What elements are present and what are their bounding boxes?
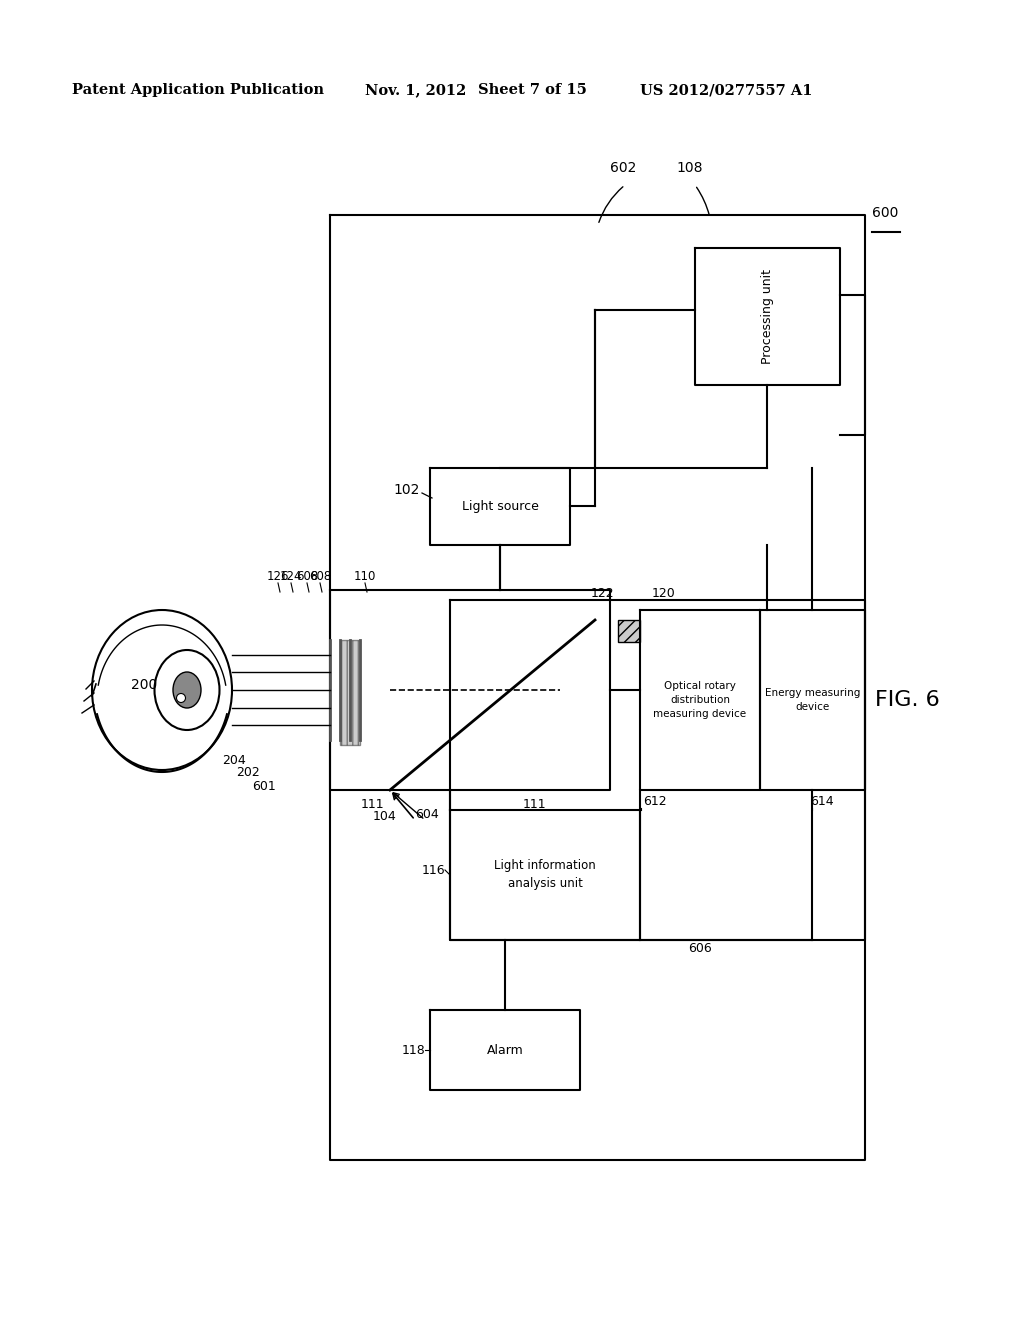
Polygon shape bbox=[340, 640, 360, 744]
Text: 118: 118 bbox=[401, 1044, 425, 1056]
Text: 606: 606 bbox=[688, 942, 712, 954]
Text: 608: 608 bbox=[296, 570, 318, 583]
Text: Energy measuring
device: Energy measuring device bbox=[765, 688, 860, 711]
Text: 200: 200 bbox=[131, 678, 157, 692]
Text: 122: 122 bbox=[591, 587, 614, 601]
Text: 608: 608 bbox=[309, 570, 331, 583]
Text: 614: 614 bbox=[810, 795, 834, 808]
Text: 612: 612 bbox=[643, 795, 667, 808]
Text: 602: 602 bbox=[610, 161, 636, 176]
Text: 600: 600 bbox=[872, 206, 898, 220]
Text: 108: 108 bbox=[677, 161, 703, 176]
Text: 124: 124 bbox=[280, 570, 302, 583]
Ellipse shape bbox=[176, 693, 185, 702]
Text: Sheet 7 of 15: Sheet 7 of 15 bbox=[478, 83, 587, 96]
Text: 202: 202 bbox=[236, 767, 260, 780]
Text: 104: 104 bbox=[373, 810, 397, 822]
Text: Alarm: Alarm bbox=[486, 1044, 523, 1056]
Ellipse shape bbox=[155, 649, 219, 730]
Text: 601: 601 bbox=[252, 780, 275, 793]
Text: Processing unit: Processing unit bbox=[761, 269, 774, 364]
Text: 120: 120 bbox=[652, 587, 676, 601]
Text: 111: 111 bbox=[360, 799, 384, 810]
Text: FIG. 6: FIG. 6 bbox=[874, 690, 940, 710]
Ellipse shape bbox=[173, 672, 201, 708]
Text: 126: 126 bbox=[266, 570, 289, 583]
Text: Light source: Light source bbox=[462, 500, 539, 513]
Text: 110: 110 bbox=[354, 570, 376, 583]
Text: Light information
analysis unit: Light information analysis unit bbox=[495, 859, 596, 891]
Text: 102: 102 bbox=[393, 483, 420, 498]
Text: Nov. 1, 2012: Nov. 1, 2012 bbox=[365, 83, 466, 96]
Text: 116: 116 bbox=[421, 863, 445, 876]
FancyBboxPatch shape bbox=[618, 620, 640, 642]
Ellipse shape bbox=[92, 610, 232, 770]
Text: 604: 604 bbox=[415, 808, 438, 821]
Text: Optical rotary
distribution
measuring device: Optical rotary distribution measuring de… bbox=[653, 681, 746, 719]
Text: 111: 111 bbox=[522, 799, 546, 810]
Text: Patent Application Publication: Patent Application Publication bbox=[72, 83, 324, 96]
Text: US 2012/0277557 A1: US 2012/0277557 A1 bbox=[640, 83, 812, 96]
Text: 204: 204 bbox=[222, 754, 246, 767]
